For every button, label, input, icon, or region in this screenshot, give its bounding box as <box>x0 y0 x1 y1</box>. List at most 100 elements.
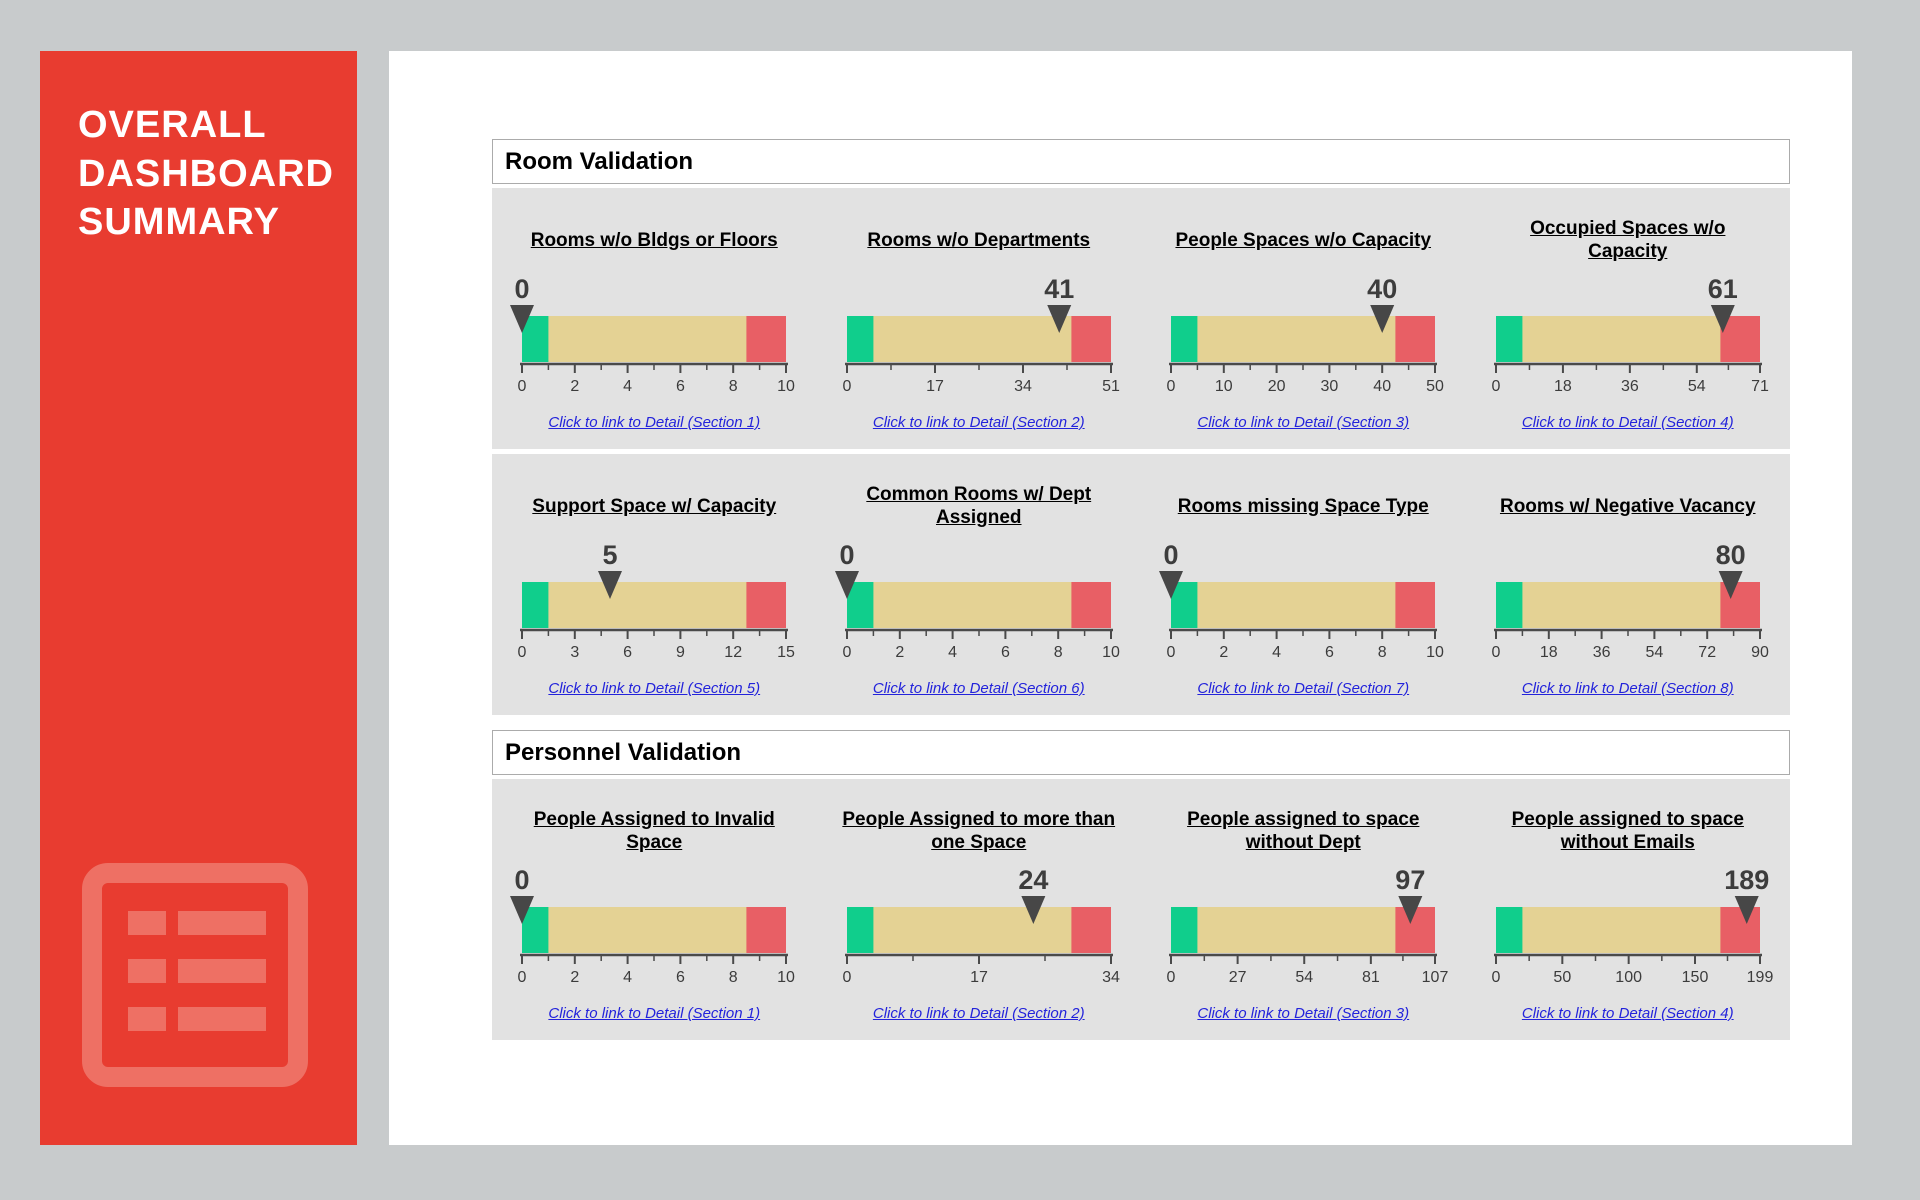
bullet-gauge: 189 0 50 100 150 199 <box>1491 865 1773 986</box>
detail-link[interactable]: Click to link to Detail (Section 7) <box>1197 680 1410 697</box>
gauge-title: People Spaces w/o Capacity <box>1175 229 1432 251</box>
tick-label: 6 <box>623 644 632 661</box>
tick-label: 0 <box>1167 378 1176 395</box>
detail-link[interactable]: Click to link to Detail (Section 6) <box>872 680 1085 697</box>
tick-label: 8 <box>1053 644 1062 661</box>
red-band <box>1071 582 1111 628</box>
value-marker-icon <box>834 571 859 599</box>
gauge-cell: People Assigned to more than one Space 24… <box>817 803 1142 1022</box>
tick-label: 30 <box>1321 378 1339 395</box>
gauge-value: 189 <box>1724 865 1769 895</box>
value-marker-icon <box>510 896 535 924</box>
tick-label: 4 <box>948 644 957 661</box>
middle-band <box>1171 907 1436 953</box>
bullet-gauge: 97 0 27 54 81 107 <box>1167 865 1449 986</box>
tick-label: 4 <box>623 378 632 395</box>
gauge-title: People assigned to space without Emails <box>1511 809 1744 853</box>
gauge-title: Support Space w/ Capacity <box>532 495 777 517</box>
tick-label: 72 <box>1698 644 1716 661</box>
detail-link[interactable]: Click to link to Detail (Section 3) <box>1197 414 1410 431</box>
gauge-cell: Support Space w/ Capacity 5 0 3 6 9 12 15 Click … <box>492 478 817 697</box>
middle-band <box>522 907 787 953</box>
tick-label: 18 <box>1540 644 1558 661</box>
detail-link[interactable]: Click to link to Detail (Section 3) <box>1197 1005 1410 1022</box>
tick-label: 100 <box>1615 969 1642 986</box>
green-band <box>846 316 874 362</box>
detail-link[interactable]: Click to link to Detail (Section 1) <box>548 414 761 431</box>
gauge-cell: Rooms missing Space Type 0 0 2 4 6 8 10 Click to… <box>1141 478 1466 697</box>
gauge-title: People Assigned to Invalid Space <box>533 809 775 853</box>
green-band <box>522 316 549 362</box>
value-marker-icon <box>1734 896 1759 924</box>
gauge-cell: Occupied Spaces w/o Capacity 61 0 18 36 54 71 C… <box>1466 212 1791 431</box>
gauge-title: People assigned to space without Dept <box>1187 809 1420 853</box>
middle-band <box>846 316 1111 362</box>
gauge-cell: Rooms w/ Negative Vacancy 80 0 18 36 54 72 90 Cl… <box>1466 478 1791 697</box>
gauge-value: 61 <box>1708 274 1738 304</box>
main-content: Room Validation Rooms w/o Bldgs or Floors… <box>389 51 1852 1145</box>
tick-label: 90 <box>1751 644 1769 661</box>
red-band <box>746 316 787 362</box>
tick-label: 0 <box>1167 644 1176 661</box>
middle-band <box>1495 907 1760 953</box>
value-marker-icon <box>598 571 623 599</box>
tick-label: 27 <box>1229 969 1247 986</box>
middle-band <box>846 582 1111 628</box>
green-band <box>1171 316 1198 362</box>
gauge-value: 0 <box>515 274 530 304</box>
tick-label: 4 <box>623 969 632 986</box>
detail-link[interactable]: Click to link to Detail (Section 8) <box>1521 680 1734 697</box>
gauge-cell: People assigned to space without Dept 97 0… <box>1141 803 1466 1022</box>
gauge-cell: People Spaces w/o Capacity 40 0 10 20 30 40 50 C… <box>1141 212 1466 431</box>
detail-link[interactable]: Click to link to Detail (Section 2) <box>872 414 1085 431</box>
tick-label: 36 <box>1592 644 1610 661</box>
bullet-gauge: 0 0 2 4 6 8 10 <box>1159 540 1444 661</box>
tick-label: 0 <box>518 969 527 986</box>
bullet-gauge: 41 0 17 34 51 <box>842 274 1119 395</box>
green-band <box>1171 907 1198 953</box>
tick-label: 2 <box>571 969 580 986</box>
gauge-cell: Rooms w/o Bldgs or Floors 0 0 2 4 6 8 10 Click t… <box>492 212 817 431</box>
tick-label: 15 <box>777 644 795 661</box>
gauge-value: 41 <box>1044 274 1074 304</box>
detail-link[interactable]: Click to link to Detail (Section 5) <box>548 680 761 697</box>
tick-label: 0 <box>842 969 851 986</box>
tick-label: 4 <box>1272 644 1281 661</box>
gauge-cell: Rooms w/o Departments 41 0 17 34 51 Click to l… <box>817 212 1142 431</box>
gauge-cell: Common Rooms w/ Dept Assigned 0 0 2 4 6 8 10 Cli… <box>817 478 1142 697</box>
tick-label: 10 <box>777 378 795 395</box>
green-band <box>1495 582 1523 628</box>
value-marker-icon <box>1710 305 1735 333</box>
sidebar: OVERALL DASHBOARD SUMMARY <box>40 51 357 1145</box>
green-band <box>846 907 874 953</box>
red-band <box>1395 907 1436 953</box>
tick-label: 10 <box>1215 378 1233 395</box>
tick-label: 81 <box>1362 969 1380 986</box>
tick-label: 17 <box>926 378 944 395</box>
gauge-value: 40 <box>1367 274 1397 304</box>
green-band <box>1495 316 1523 362</box>
gauge-panel: Rooms w/o Bldgs or Floors 0 0 2 4 6 8 10 Click t… <box>492 188 1790 449</box>
tick-label: 3 <box>571 644 580 661</box>
green-band <box>522 907 549 953</box>
detail-link[interactable]: Click to link to Detail (Section 4) <box>1521 1005 1734 1022</box>
middle-band <box>846 907 1111 953</box>
value-marker-icon <box>1159 571 1184 599</box>
tick-label: 2 <box>571 378 580 395</box>
gauge-value: 97 <box>1396 865 1426 895</box>
tick-label: 36 <box>1621 378 1639 395</box>
tick-label: 2 <box>1220 644 1229 661</box>
tick-label: 0 <box>1491 644 1500 661</box>
detail-link[interactable]: Click to link to Detail (Section 1) <box>548 1005 761 1022</box>
tick-label: 12 <box>725 644 743 661</box>
middle-band <box>1495 316 1760 362</box>
value-marker-icon <box>1718 571 1743 599</box>
detail-link[interactable]: Click to link to Detail (Section 2) <box>872 1005 1085 1022</box>
bullet-gauge: 0 0 2 4 6 8 10 <box>834 540 1120 661</box>
bullet-gauge: 40 0 10 20 30 40 50 <box>1167 274 1444 395</box>
red-band <box>1720 907 1760 953</box>
detail-link[interactable]: Click to link to Detail (Section 4) <box>1521 414 1734 431</box>
tick-label: 34 <box>1014 378 1032 395</box>
tick-label: 6 <box>676 378 685 395</box>
tick-label: 107 <box>1422 969 1449 986</box>
